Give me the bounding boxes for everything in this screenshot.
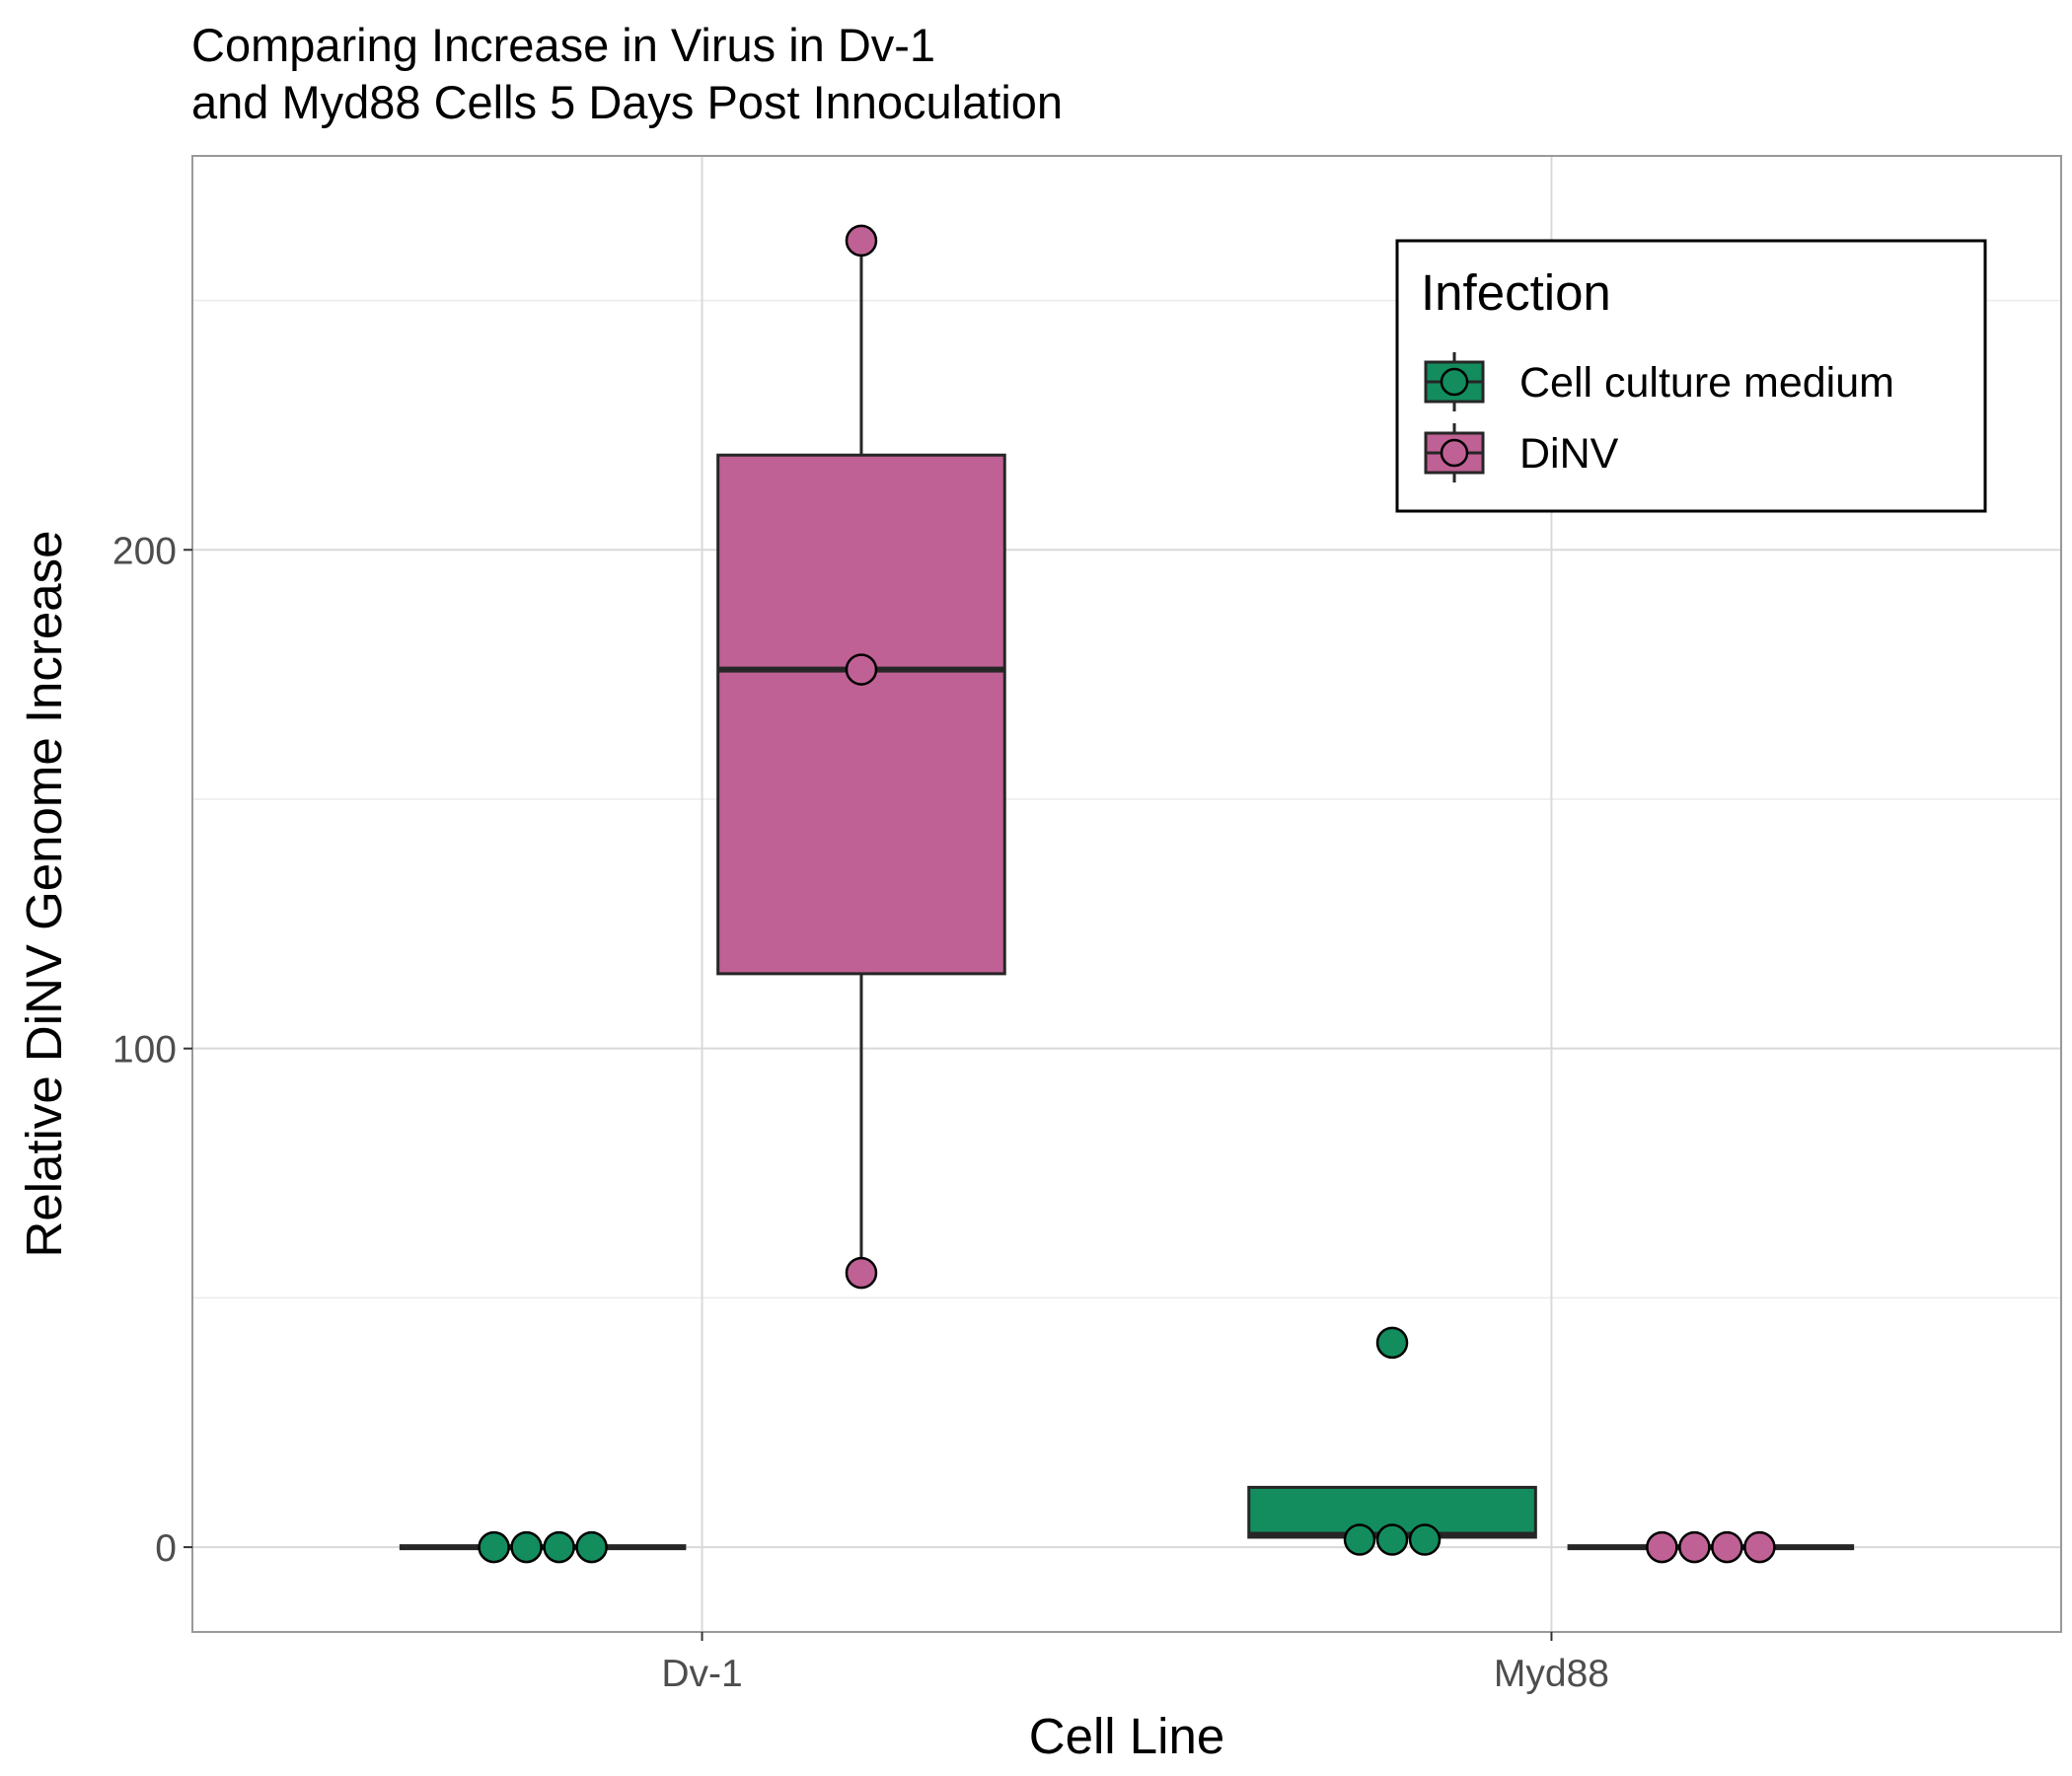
data-point-dinv-myd88 bbox=[1743, 1530, 1776, 1564]
chart-title-line-1: Comparing Increase in Virus in Dv-1 bbox=[191, 19, 935, 71]
box-dinv-dv-1 bbox=[716, 453, 1006, 976]
data-point-dinv-myd88 bbox=[1678, 1530, 1711, 1564]
data-point-dinv-myd88 bbox=[1711, 1530, 1743, 1564]
data-point-cell-culture-medium-myd88 bbox=[1375, 1523, 1409, 1556]
x-axis-title: Cell Line bbox=[1029, 1708, 1224, 1764]
boxes-layer bbox=[399, 240, 1855, 1551]
legend-title: Infection bbox=[1421, 264, 1611, 321]
data-point-dinv-myd88 bbox=[1646, 1530, 1678, 1564]
x-tick-label: Dv-1 bbox=[661, 1653, 742, 1695]
data-point-dinv-dv-1 bbox=[845, 1256, 878, 1290]
chart-title-line-2: and Myd88 Cells 5 Days Post Innoculation bbox=[191, 76, 1063, 128]
legend-key-dot-dinv bbox=[1440, 438, 1469, 468]
legend-label-dinv: DiNV bbox=[1519, 430, 1619, 478]
y-tick-label: 0 bbox=[155, 1527, 177, 1570]
legend-key-dot-cell-culture-medium bbox=[1440, 367, 1469, 397]
data-point-dinv-dv-1 bbox=[845, 653, 878, 686]
y-tick-label: 200 bbox=[112, 530, 177, 572]
y-axis-title: Relative DiNV Genome Increase bbox=[16, 531, 72, 1258]
data-point-cell-culture-medium-dv-1 bbox=[575, 1530, 608, 1564]
data-point-cell-culture-medium-dv-1 bbox=[510, 1530, 543, 1564]
data-point-cell-culture-medium-dv-1 bbox=[478, 1530, 510, 1564]
points-layer bbox=[478, 224, 1776, 1564]
y-axis-ticks: 0 100 200 bbox=[112, 530, 192, 1570]
data-point-cell-culture-medium-myd88 bbox=[1408, 1523, 1442, 1556]
data-point-cell-culture-medium-myd88 bbox=[1375, 1326, 1409, 1360]
y-tick-label: 100 bbox=[112, 1029, 177, 1072]
data-point-cell-culture-medium-myd88 bbox=[1343, 1523, 1376, 1556]
x-axis-ticks: Dv-1 Myd88 bbox=[661, 1632, 1609, 1695]
legend-label-cell-culture-medium: Cell culture medium bbox=[1519, 359, 1894, 407]
legend: Infection Cell culture medium DiNV bbox=[1395, 239, 1987, 513]
data-point-dinv-dv-1 bbox=[845, 224, 878, 258]
x-tick-label: Myd88 bbox=[1494, 1653, 1609, 1695]
data-point-cell-culture-medium-dv-1 bbox=[543, 1530, 575, 1564]
